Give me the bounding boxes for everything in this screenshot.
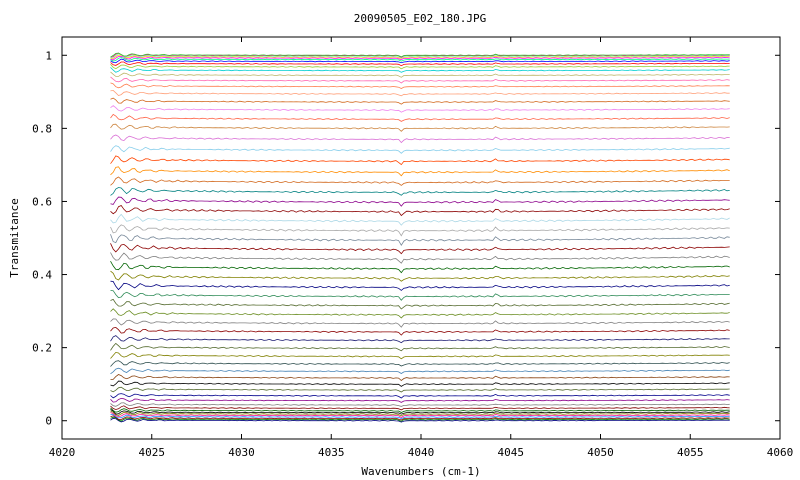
spectrum-line: [110, 123, 730, 132]
spectrum-line: [110, 145, 730, 154]
spectrum-line: [110, 326, 730, 336]
y-tick-label: 0.8: [32, 122, 52, 135]
spectrum-line: [110, 61, 730, 67]
spectrum-line: [110, 261, 730, 274]
spectrum-line: [110, 82, 730, 89]
spectrum-line: [110, 360, 730, 367]
spectrum-line: [110, 155, 730, 166]
spectrum-line: [110, 53, 730, 59]
spectrum-line: [110, 187, 730, 196]
spectrum-line: [110, 409, 730, 415]
spectrum-line: [110, 298, 730, 310]
spectrum-line: [110, 57, 730, 62]
spectrum-line: [110, 280, 730, 291]
spectrum-line: [110, 270, 730, 282]
spectrum-line: [110, 367, 730, 375]
spectrum-line: [110, 335, 730, 344]
y-tick-label: 0.4: [32, 269, 52, 282]
x-tick-label: 4025: [139, 446, 166, 459]
spectrum-line: [110, 397, 730, 403]
x-tick-label: 4050: [587, 446, 614, 459]
spectrum-line: [110, 176, 730, 186]
spectrum-line: [110, 412, 730, 418]
spectrum-line: [110, 386, 730, 393]
x-tick-label: 4060: [767, 446, 794, 459]
spectrum-line: [110, 89, 730, 97]
spectrum-line: [110, 134, 730, 144]
x-tick-label: 4035: [318, 446, 345, 459]
y-tick-label: 0.2: [32, 342, 52, 355]
spectrum-line: [110, 55, 730, 61]
y-tick-label: 1: [45, 49, 52, 62]
spectrum-line: [110, 196, 730, 207]
spectrum-line: [110, 58, 730, 64]
spectrum-line: [110, 318, 730, 328]
spectrum-line: [110, 393, 730, 399]
spectrum-line: [110, 52, 730, 58]
spectrum-line: [110, 342, 730, 352]
spectrum-line: [110, 308, 730, 319]
x-axis: 4020 4025 4030 4035 4040 4045 4050 4055 4060: [49, 37, 794, 459]
spectrum-line: [110, 97, 730, 105]
spectrum-line: [110, 417, 730, 423]
x-tick-label: 4030: [228, 446, 255, 459]
spectrum-line: [110, 224, 730, 237]
spectrum-line: [110, 243, 730, 255]
y-tick-label: 0: [45, 415, 52, 428]
spectrum-line: [110, 64, 730, 70]
spectrum-line: [110, 413, 730, 420]
y-axis: 0 0.2 0.4 0.6 0.8 1: [32, 49, 780, 428]
spectrum-line: [110, 205, 730, 217]
spectrum-line: [110, 415, 730, 421]
x-tick-label: 4045: [498, 446, 525, 459]
x-axis-label: Wavenumbers (cm-1): [361, 465, 480, 478]
spectrum-line: [110, 113, 730, 122]
series-layer: [110, 52, 730, 423]
spectrum-line: [110, 71, 730, 78]
chart-title: 20090505_E02_180.JPG: [354, 12, 486, 25]
y-axis-label: Transmitance: [8, 198, 21, 277]
y-tick-label: 0.6: [32, 195, 52, 208]
spectrum-line: [110, 252, 730, 264]
spectrum-line: [110, 416, 730, 422]
spectrum-line: [110, 234, 730, 246]
spectrum-line: [110, 76, 730, 84]
spectrum-line: [110, 213, 730, 226]
spectrum-line: [110, 351, 730, 360]
spectrum-line: [110, 105, 730, 113]
spectrum-line: [110, 290, 730, 301]
x-tick-label: 4020: [49, 446, 76, 459]
spectrum-line: [110, 380, 730, 387]
x-tick-label: 4040: [408, 446, 435, 459]
spectrum-line: [110, 374, 730, 382]
spectrum-line: [110, 407, 730, 413]
spectrum-line: [110, 166, 730, 177]
x-tick-label: 4055: [677, 446, 704, 459]
spectrum-line: [110, 405, 730, 411]
spectrum-line: [110, 410, 730, 417]
spectrum-line: [110, 67, 730, 73]
spectrum-line: [110, 402, 730, 407]
